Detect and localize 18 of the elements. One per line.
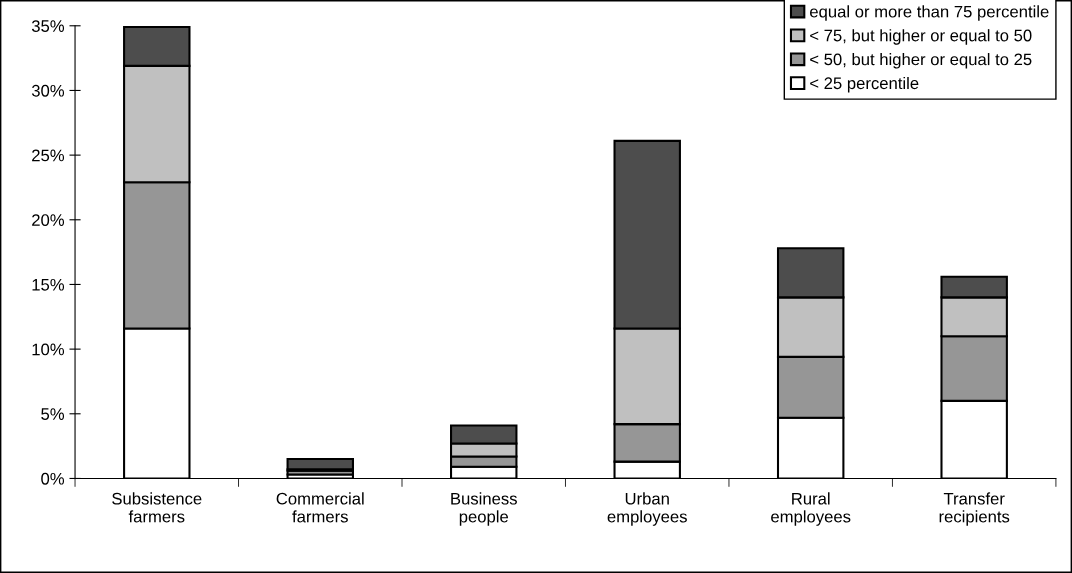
y-tick-label: 5% xyxy=(41,408,65,420)
legend-label: equal or more than 75 percentile xyxy=(810,5,1049,21)
y-tick-label: 35% xyxy=(31,20,65,32)
x-tick-label: Urban employees xyxy=(607,492,687,526)
x-tick-label: Commercial farmers xyxy=(276,492,364,523)
y-tick-label: 20% xyxy=(32,214,65,226)
legend-label: < 75, but higher or equal to 50 xyxy=(810,29,1032,45)
x-tick-label: Transfer recipients xyxy=(939,492,1010,526)
x-tick-label: Subsistence farmers xyxy=(112,492,202,523)
legend-label: < 25 percentile xyxy=(810,76,919,93)
y-tick-label: 10% xyxy=(32,343,65,356)
y-tick-label: 0% xyxy=(41,472,65,485)
y-tick-label: 25% xyxy=(32,149,65,162)
y-tick-label: 15% xyxy=(32,278,65,291)
legend-label: < 50, but higher or equal to 25 xyxy=(810,53,1032,69)
y-tick-label: 30% xyxy=(31,84,65,97)
x-tick-label: Business people xyxy=(451,492,517,526)
x-tick-label: Rural employees xyxy=(771,492,851,526)
